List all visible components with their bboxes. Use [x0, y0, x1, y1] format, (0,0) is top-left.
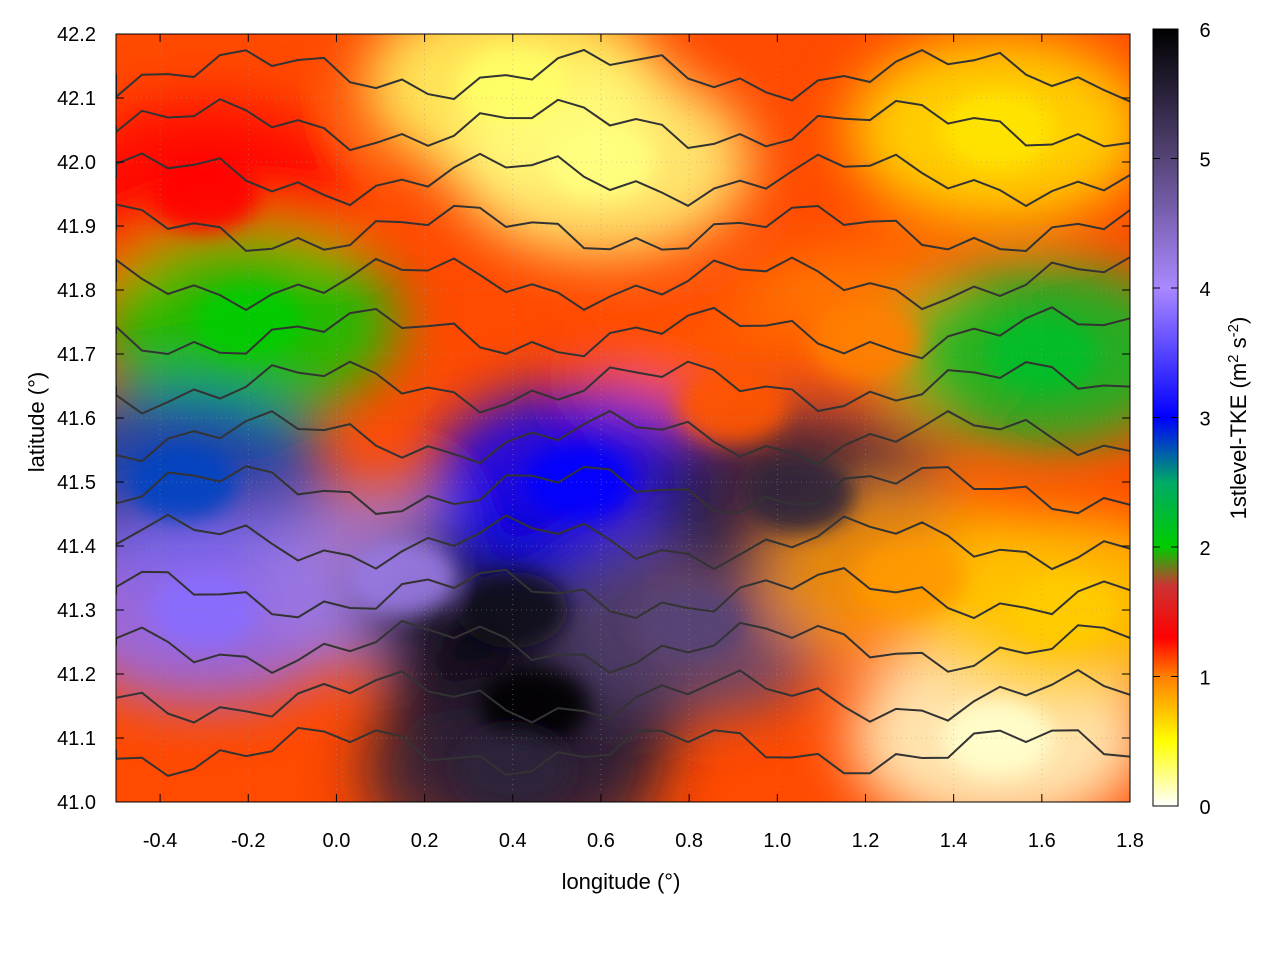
tke-core [127, 444, 238, 520]
terrain-contours [116, 48, 1130, 777]
y-tick-label: 41.5 [57, 472, 96, 494]
x-axis-label: longitude (°) [562, 869, 681, 894]
x-tick-label: 1.4 [940, 830, 968, 852]
tke-core [457, 47, 568, 124]
y-tick-label: 41.6 [57, 408, 96, 430]
y-tick-label: 41.7 [57, 344, 96, 366]
tke-core [479, 668, 590, 744]
tke-core [545, 124, 656, 200]
y-tick-label: 41.4 [57, 536, 96, 558]
x-tick-label: 0.8 [675, 830, 703, 852]
contour-line [116, 306, 1130, 360]
tke-core [457, 732, 568, 802]
contour-line [116, 48, 1130, 103]
colorbar-tick-label: 0 [1199, 797, 1210, 819]
contour-line [116, 668, 1130, 724]
x-tick-label: 0.2 [411, 830, 439, 852]
contour-line [116, 98, 1130, 152]
contour-line [116, 360, 1130, 415]
y-tick-label: 41.0 [57, 792, 96, 814]
contour-line [116, 465, 1130, 515]
x-tick-label: 0.4 [499, 830, 527, 852]
x-tick-label: -0.2 [231, 830, 265, 852]
tke-core [523, 444, 634, 520]
tke-core [193, 284, 304, 360]
tke-core [149, 572, 260, 648]
y-tick-label: 41.1 [57, 728, 96, 750]
y-tick-label: 41.3 [57, 600, 96, 622]
contour-line [116, 203, 1130, 253]
tke-core [942, 700, 1053, 776]
colorbar-tick-label: 1 [1199, 668, 1210, 690]
colorbar-label-mid: s [1226, 337, 1251, 354]
y-axis-label: latitude (°) [24, 372, 49, 473]
colorbar-label-main: 1stlevel-TKE (m [1226, 363, 1251, 519]
tke-core [1008, 572, 1119, 648]
y-tick-label: 42.0 [57, 152, 96, 174]
colorbar-label: 1stlevel-TKE (m2 s-2) [1225, 317, 1251, 520]
tke-core [810, 303, 921, 380]
tke-core [149, 156, 260, 232]
x-axis: -0.4 -0.2 0.0 0.2 0.4 0.6 0.8 1.0 1.2 1.4 1.6 1.8 [143, 34, 1144, 852]
x-tick-label: 0.0 [323, 830, 351, 852]
x-tick-label: 0.6 [587, 830, 615, 852]
y-tick-label: 41.2 [57, 664, 96, 686]
colorbar-label-sup2: -2 [1225, 324, 1242, 337]
colorbar-tick-label: 2 [1199, 538, 1210, 560]
y-axis: 41.0 41.1 41.2 41.3 41.4 41.5 41.6 41.7 41.8 41.9… [57, 24, 1130, 814]
x-tick-label: 1.6 [1028, 830, 1056, 852]
contour-line [116, 726, 1130, 777]
heatmap-field [116, 34, 1130, 802]
x-tick-label: 1.0 [763, 830, 791, 852]
x-tick-label: 1.2 [852, 830, 880, 852]
contour-line [116, 567, 1130, 620]
x-tick-label: -0.4 [143, 830, 177, 852]
y-tick-label: 42.1 [57, 88, 96, 110]
colorbar-tick-label: 5 [1199, 150, 1210, 172]
y-tick-label: 41.9 [57, 216, 96, 238]
colorbar-label-sup1: 2 [1225, 354, 1242, 362]
colorbar-tick-label: 3 [1199, 409, 1210, 431]
tke-core [347, 540, 458, 616]
y-tick-label: 41.8 [57, 280, 96, 302]
x-tick-label: 1.8 [1116, 830, 1144, 852]
contour-line [116, 256, 1130, 312]
y-tick-label: 42.2 [57, 24, 96, 46]
contour-line [116, 152, 1130, 208]
colorbar-tick-label: 6 [1199, 20, 1210, 42]
contour-line [116, 619, 1130, 675]
contour-line [116, 513, 1130, 571]
tke-core [854, 540, 965, 616]
tke-core [744, 456, 855, 533]
tke-core [678, 367, 789, 444]
colorbar-label-end: ) [1226, 317, 1251, 324]
tke-core [942, 92, 1053, 168]
contour-line [116, 409, 1130, 466]
colorbar-tick-label: 4 [1199, 279, 1210, 301]
